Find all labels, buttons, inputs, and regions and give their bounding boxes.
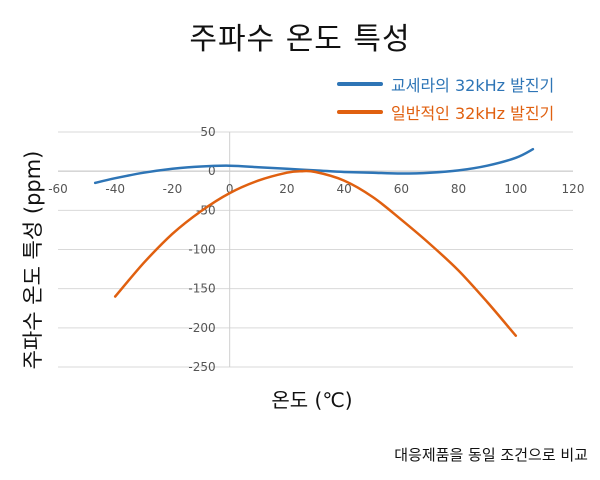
- x-axis-label: 온도 (℃): [271, 388, 353, 412]
- y-axis-label: 주파수 온도 특성 (ppm): [21, 150, 45, 370]
- x-tick-label: -20: [163, 182, 183, 196]
- legend-swatch-general: [337, 110, 383, 114]
- series-line-kyocera: [93, 147, 535, 185]
- y-tick-label: -100: [188, 243, 215, 257]
- legend-swatch-kyocera: [337, 82, 383, 86]
- x-tick-label: 0: [226, 182, 234, 196]
- x-tick-label: 120: [562, 182, 585, 196]
- x-tick-label: 40: [336, 182, 351, 196]
- x-tick-label: 60: [394, 182, 409, 196]
- x-tick-label: -40: [105, 182, 125, 196]
- y-tick-label: 50: [200, 125, 215, 139]
- y-tick-label: -200: [188, 321, 215, 335]
- legend: 교세라의 32kHz 발진기 일반적인 32kHz 발진기: [337, 70, 554, 126]
- y-tick-label: -50: [196, 203, 216, 217]
- series-line-general: [113, 169, 518, 337]
- x-tick-label: 80: [451, 182, 466, 196]
- legend-item-kyocera: 교세라의 32kHz 발진기: [337, 70, 554, 98]
- y-tick-label: -150: [188, 282, 215, 296]
- y-tick-label: -250: [188, 360, 215, 374]
- y-tick-label: 0: [208, 164, 216, 178]
- legend-item-general: 일반적인 32kHz 발진기: [337, 98, 554, 126]
- x-tick-label: -60: [48, 182, 68, 196]
- legend-label-general: 일반적인 32kHz 발진기: [391, 104, 555, 123]
- legend-label-kyocera: 교세라의 32kHz 발진기: [391, 76, 555, 95]
- x-tick-label: 20: [279, 182, 294, 196]
- comparison-note: 대응제품을 동일 조건으로 비교: [394, 446, 588, 464]
- x-tick-label: 100: [504, 182, 527, 196]
- chart-title: 주파수 온도 특성: [189, 22, 411, 57]
